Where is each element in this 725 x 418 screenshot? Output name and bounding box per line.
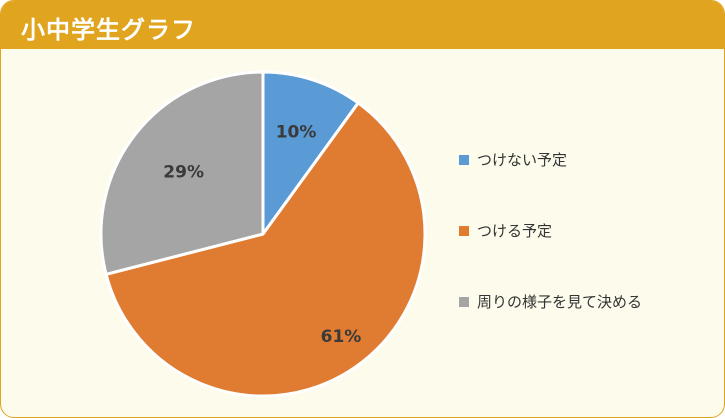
legend-label: 周りの様子を見て決める — [477, 293, 643, 311]
legend-swatch — [459, 296, 469, 307]
legend-swatch — [459, 225, 469, 236]
pie-slice — [104, 101, 427, 398]
legend-item: つける予定 — [459, 220, 552, 241]
legend-swatch — [459, 154, 469, 165]
chart-header: 小中学生グラフ — [1, 1, 724, 49]
legend-label: つけない予定 — [477, 151, 568, 169]
legend-label: つける予定 — [477, 222, 553, 240]
legend-item: 周りの様子を見て決める — [459, 291, 642, 312]
pie-slice — [99, 70, 265, 276]
chart-title: 小中学生グラフ — [21, 16, 196, 44]
pie-slice — [261, 70, 360, 236]
data-label: 10% — [276, 122, 317, 142]
data-label: 29% — [163, 162, 204, 182]
data-label: 61% — [321, 327, 362, 347]
legend-item: つけない予定 — [459, 149, 567, 170]
